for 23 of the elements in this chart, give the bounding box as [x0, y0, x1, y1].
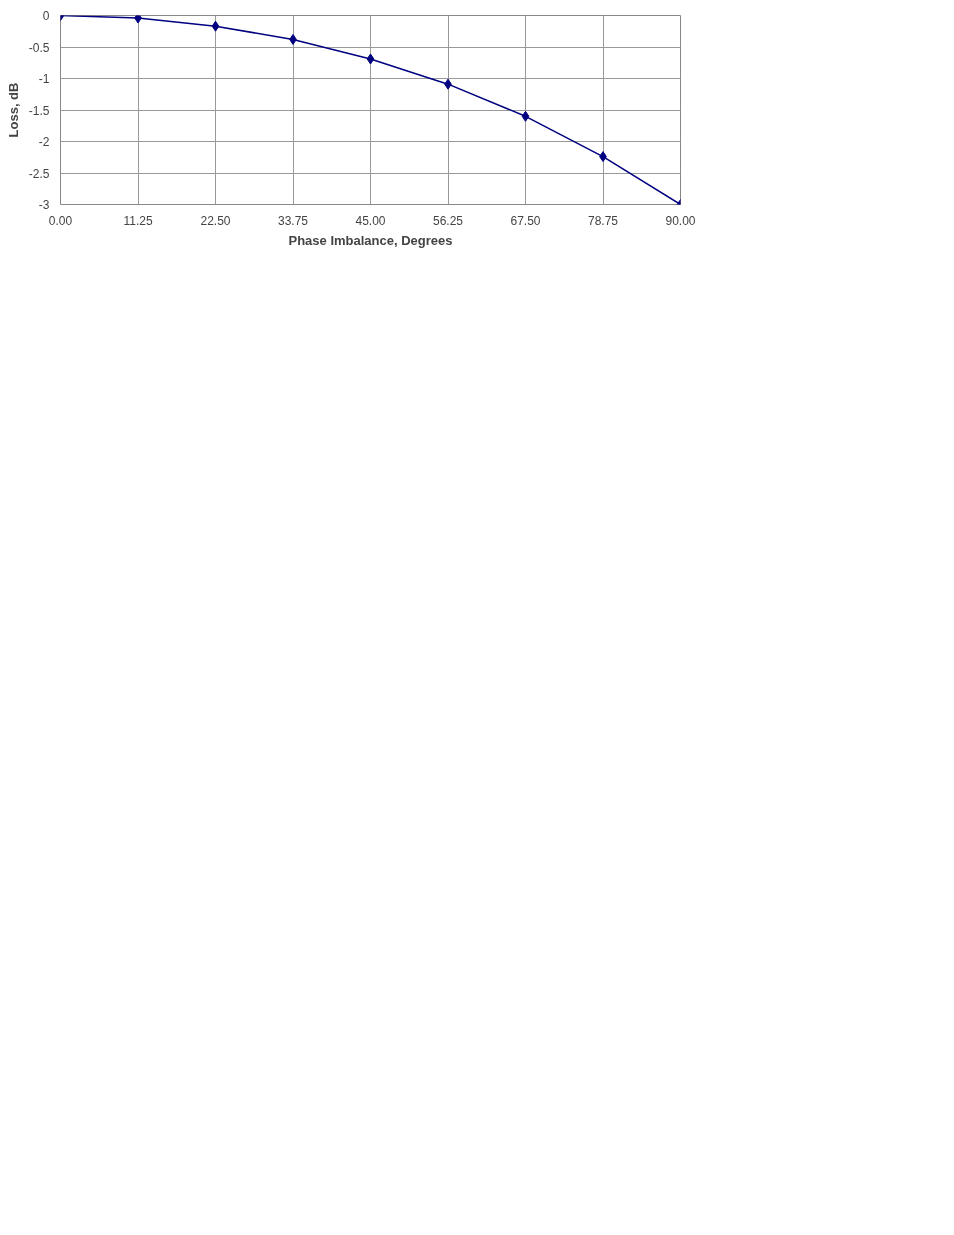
y-tick-label: -3 — [38, 198, 50, 212]
x-tick-label: 78.75 — [587, 213, 619, 228]
point — [134, 15, 142, 24]
line-series — [60, 15, 681, 205]
x-tick-label: 90.00 — [665, 213, 696, 228]
x-axis-title: Phase Imbalance, Degrees — [288, 232, 453, 248]
y-tick-label: -2 — [38, 135, 50, 149]
y-tick-label: -2.5 — [28, 166, 50, 181]
x-tick-label: 33.75 — [277, 213, 309, 228]
point — [521, 110, 530, 122]
y-tick-label: 0 — [42, 9, 50, 23]
x-tick-label: 56.25 — [432, 213, 464, 228]
x-tick-label: 11.25 — [123, 213, 153, 228]
point — [366, 53, 375, 65]
y-tick-label: -1 — [38, 72, 50, 86]
x-tick-label: 67.50 — [510, 213, 541, 228]
y-tick-label: -0.5 — [28, 40, 50, 55]
point — [211, 20, 220, 32]
x-tick-label: 0.00 — [48, 213, 73, 228]
y-axis-title: Loss, dB — [5, 82, 21, 138]
x-tick-label: 45.00 — [355, 213, 386, 228]
y-tick-label: -1.5 — [28, 103, 50, 118]
x-tick-label: 22.50 — [200, 213, 231, 228]
